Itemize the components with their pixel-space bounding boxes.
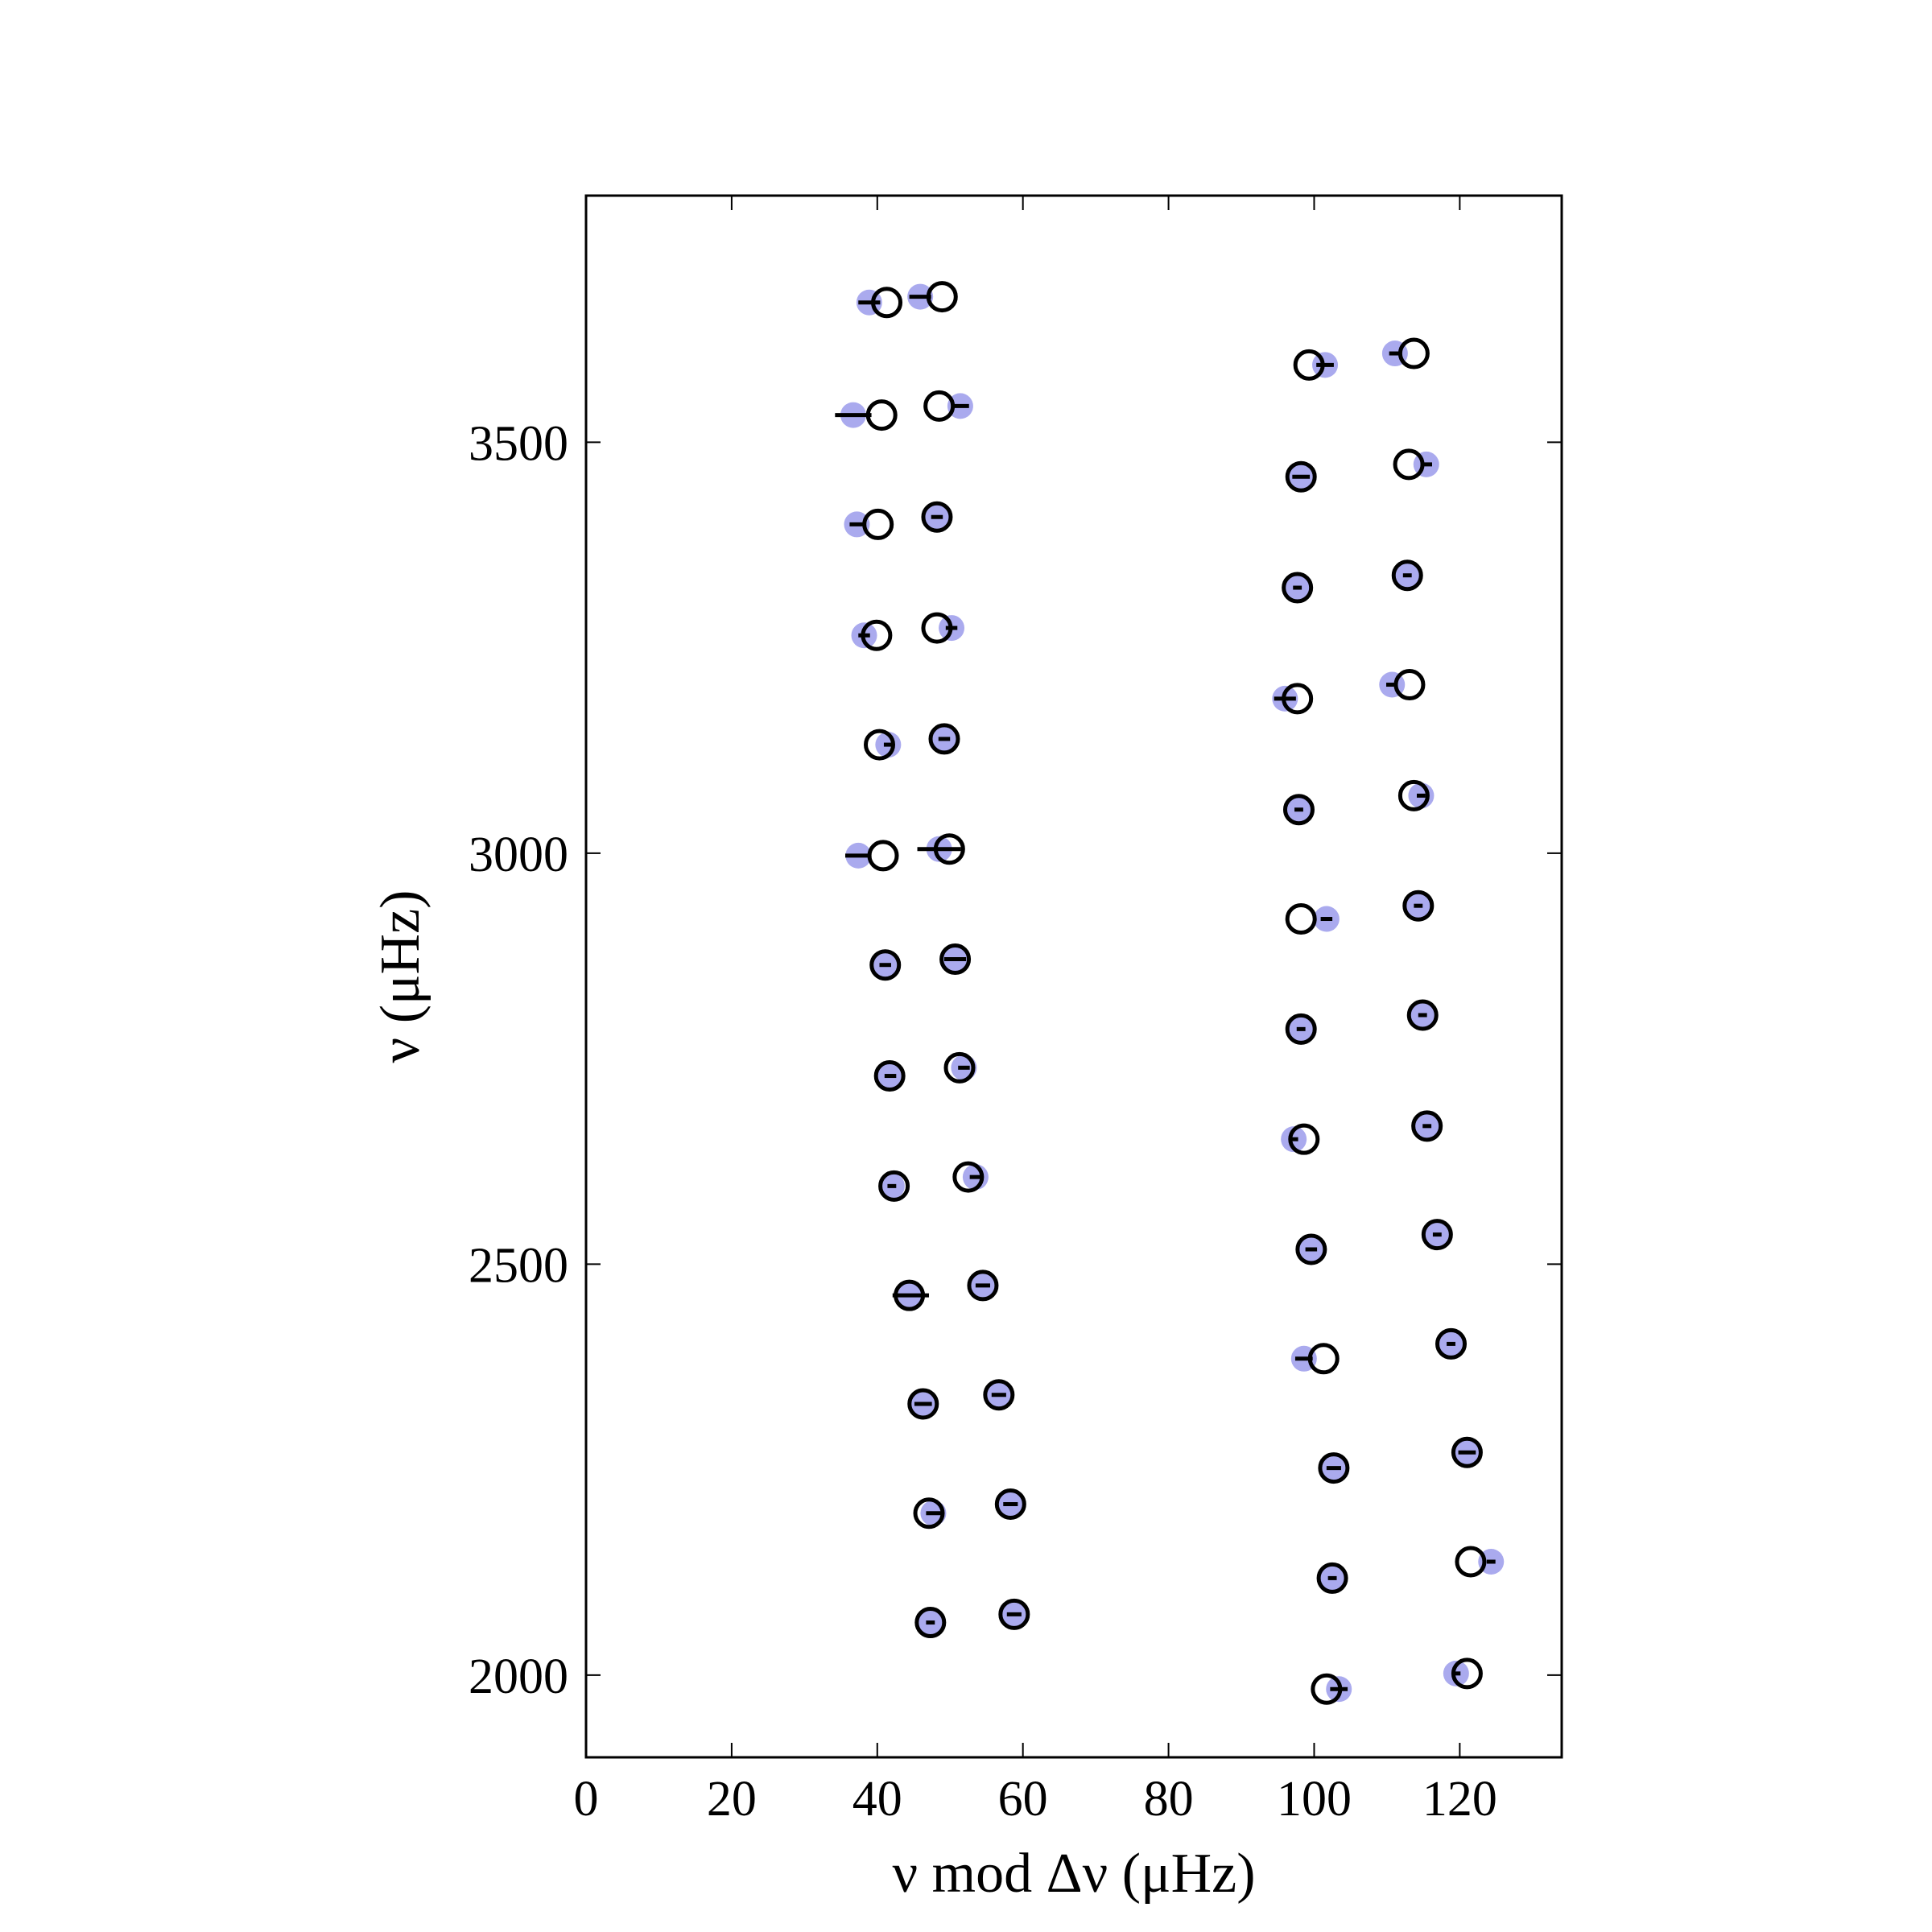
x-tick-label: 100 [1277, 1772, 1352, 1827]
model-point [1295, 1233, 1327, 1265]
model-point [907, 1388, 939, 1420]
plot-frame [584, 194, 1563, 1759]
x-tick-label: 20 [707, 1772, 757, 1827]
x-tick-label: 80 [1144, 1772, 1194, 1827]
model-point [1421, 1219, 1453, 1251]
x-tick-label: 0 [574, 1772, 599, 1827]
model-point [873, 1060, 906, 1092]
model-point [943, 1051, 976, 1084]
model-point [1397, 779, 1430, 811]
y-tick-label: 2500 [469, 1238, 568, 1293]
model-point [1282, 794, 1315, 826]
model-point [1316, 1562, 1348, 1594]
model-point [1451, 1436, 1483, 1468]
model-point [1411, 1110, 1443, 1142]
y-tick-label: 3500 [469, 416, 568, 471]
model-point [1402, 890, 1435, 922]
model-point [983, 1379, 1015, 1411]
model-point [1318, 1452, 1350, 1484]
model-point [939, 943, 972, 976]
model-point [1455, 1546, 1487, 1578]
model-point [869, 949, 902, 981]
model-point [1285, 903, 1317, 935]
model-point [998, 1598, 1030, 1630]
model-point [1406, 999, 1439, 1031]
y-tick-label: 3000 [469, 828, 568, 882]
model-point [913, 1497, 945, 1530]
model-point [862, 508, 894, 540]
model-point [967, 1269, 999, 1302]
x-axis-label: ν mod Δν (μHz) [892, 1843, 1255, 1905]
model-point [1282, 572, 1314, 604]
model-point [928, 723, 960, 755]
model-point [1391, 559, 1423, 592]
model-point [952, 1161, 985, 1193]
model-point [914, 1607, 947, 1639]
model-point [1285, 1013, 1317, 1045]
model-point [1435, 1327, 1468, 1360]
y-tick-label: 2000 [469, 1649, 568, 1704]
model-point [1285, 460, 1317, 493]
y-axis-label: ν (μHz) [369, 890, 431, 1063]
x-tick-label: 60 [998, 1772, 1048, 1827]
x-tick-label: 120 [1422, 1772, 1497, 1827]
x-tick-label: 40 [852, 1772, 902, 1827]
model-point [864, 729, 896, 761]
model-point [878, 1170, 910, 1202]
model-point [994, 1488, 1026, 1521]
model-point [921, 501, 953, 533]
